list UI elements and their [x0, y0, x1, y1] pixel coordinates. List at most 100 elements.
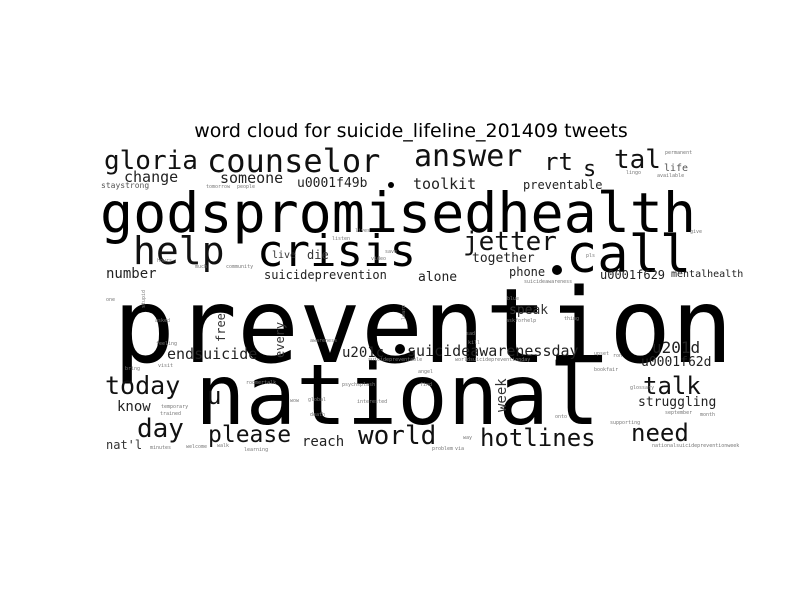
- word-today: today: [105, 371, 180, 400]
- chart-title: word cloud for suicide_lifeline_201409 t…: [194, 120, 628, 142]
- word-problem: problem: [432, 446, 453, 452]
- word-interested: interested: [357, 399, 387, 405]
- word-suicideawarenessday: suicideawarenessday: [407, 342, 579, 360]
- word-rt: rt: [544, 148, 573, 176]
- word-jetter: jetter: [463, 227, 557, 257]
- word-reach: reach: [302, 434, 344, 450]
- word-save: save: [385, 249, 397, 255]
- word-lives: lives: [355, 228, 370, 234]
- word-askforhelp: askforhelp: [506, 318, 536, 324]
- word-endsuicide: endsuicide: [167, 345, 257, 363]
- word-together: together: [472, 251, 535, 266]
- word-temporary: temporary: [161, 404, 188, 410]
- word-bookfair: bookfair: [594, 367, 618, 373]
- word-thing: thing: [564, 316, 579, 322]
- word-via: via: [455, 446, 464, 452]
- word-gloria: gloria: [104, 146, 198, 176]
- word-worldsuicidepreventionday: worldsuicidepreventionday: [455, 357, 530, 363]
- word-tal: tal: [614, 145, 661, 175]
- word-free: free: [214, 313, 228, 342]
- word-s: s: [583, 157, 596, 182]
- word-much: much: [195, 264, 207, 270]
- word-glossary: glossary: [630, 385, 654, 391]
- word-mentalhealth: mentalhealth: [671, 269, 743, 280]
- word-roomertalk: roomertalk: [246, 380, 276, 386]
- word-feeling: feeling: [156, 341, 177, 347]
- word-supporting: supporting: [610, 420, 640, 426]
- word-staystrong: staystrong: [101, 181, 149, 190]
- dot-mark-2: [388, 182, 394, 188]
- word-angel: angel: [418, 369, 433, 375]
- word-die: die: [307, 248, 329, 262]
- word-answer: answer: [414, 139, 522, 174]
- word-u0001f49b: u0001f49b: [297, 176, 368, 191]
- word-month: month: [700, 412, 715, 418]
- word-upset: upset: [594, 351, 609, 357]
- word-suicideprevention: suicideprevention: [264, 268, 387, 282]
- word-community: community: [226, 264, 253, 270]
- word-psychsplash: psychsplash: [342, 382, 375, 388]
- word-please: please: [208, 422, 291, 448]
- word-visit: visit: [158, 363, 173, 369]
- word-counselor: counselor: [207, 142, 380, 180]
- word-nat-l: nat'l: [106, 438, 142, 452]
- word-live: live: [272, 250, 296, 261]
- word-u201d: u201d: [652, 338, 700, 357]
- word-awareness: awareness: [310, 338, 337, 344]
- word-learn: learn: [401, 305, 407, 320]
- word-u0001f62d: u0001f62d: [641, 355, 711, 370]
- word-minutes: minutes: [150, 445, 171, 451]
- word-death: death: [310, 412, 325, 418]
- word-every: every: [273, 322, 287, 358]
- dot-mark-0: [552, 265, 562, 275]
- word-learning: learning: [244, 447, 268, 453]
- word-prevention: prevention: [113, 267, 733, 387]
- word-permanent: permanent: [665, 150, 692, 156]
- word-hours: hours: [157, 258, 172, 264]
- word-talk: talk: [643, 372, 701, 400]
- word-one: one: [106, 297, 115, 303]
- word-september: september: [665, 410, 692, 416]
- word-crisis: crisis: [257, 226, 416, 277]
- word-speak: speak: [509, 303, 548, 318]
- word-global: global: [308, 397, 326, 403]
- word-someone: someone: [220, 169, 283, 187]
- word-ron: ron: [613, 353, 622, 359]
- word-people: people: [237, 184, 255, 190]
- word-national: national: [195, 346, 600, 444]
- word-u: u: [207, 382, 221, 410]
- word-sad: sad: [466, 331, 475, 337]
- word-change: change: [124, 168, 178, 186]
- word-phone: phone: [509, 265, 545, 279]
- word-wow: wow: [290, 398, 300, 404]
- word-stupid: stupid: [141, 290, 147, 308]
- word-find: find: [420, 382, 432, 388]
- word-u201c: u201c: [342, 345, 384, 361]
- word-walk: walk: [217, 443, 229, 449]
- word-life: life: [664, 163, 688, 174]
- word-world: world: [358, 421, 436, 451]
- word-alone: alone: [418, 270, 457, 285]
- word-number: number: [106, 266, 157, 282]
- word-know: know: [117, 399, 151, 415]
- word-lingo: lingo: [626, 170, 641, 176]
- word-suicidepreventable: suicidepreventable: [368, 357, 422, 363]
- word-pls: pls: [586, 253, 595, 259]
- word-help: help: [133, 229, 225, 273]
- word-welcome: welcome: [186, 444, 207, 450]
- word-preventable: preventable: [523, 178, 602, 192]
- word-hotlines: hotlines: [480, 424, 596, 452]
- word-toolkit: toolkit: [413, 175, 476, 193]
- word-u0001f629: u0001f629: [600, 268, 665, 282]
- word-call: call: [566, 225, 691, 285]
- dot-mark-1: [395, 344, 405, 354]
- word-kill: kill: [468, 340, 480, 346]
- word-give: give: [690, 229, 702, 235]
- word-available: available: [657, 173, 684, 179]
- word-trained: trained: [160, 411, 181, 417]
- word-blue: blue: [507, 296, 519, 302]
- word-onto: onto: [555, 414, 567, 420]
- word-video: video: [371, 256, 386, 262]
- word-nationalsuicidepreventionweek: nationalsuicidepreventionweek: [652, 443, 739, 449]
